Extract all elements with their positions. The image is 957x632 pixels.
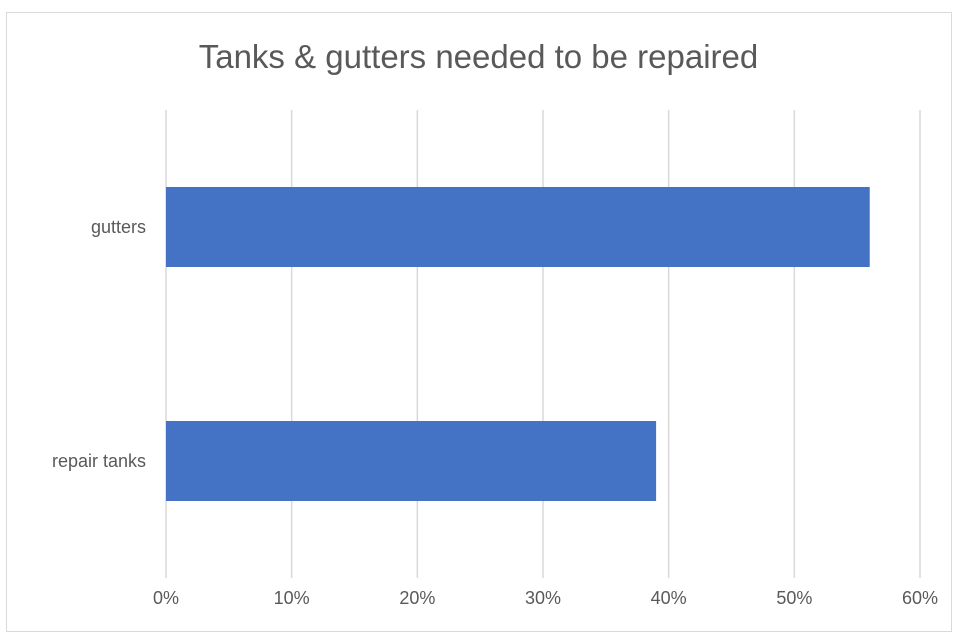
bar-gutters (166, 187, 870, 267)
x-tick-label: 20% (399, 588, 435, 608)
bar-repair-tanks (166, 421, 657, 501)
gridlines (165, 110, 921, 578)
x-tick-label: 40% (651, 588, 687, 608)
x-tick-label: 0% (153, 588, 179, 608)
category-label: gutters (91, 217, 146, 237)
bars (166, 187, 870, 501)
chart-title: Tanks & gutters needed to be repaired (198, 38, 759, 75)
x-tick-label: 50% (776, 588, 812, 608)
x-tick-label: 10% (274, 588, 310, 608)
x-tick-label: 60% (902, 588, 938, 608)
x-tick-labels: 0% 10% 20% 30% 40% 50% 60% (153, 588, 938, 608)
category-labels: gutters repair tanks (52, 217, 146, 471)
category-label: repair tanks (52, 451, 146, 471)
x-tick-label: 30% (525, 588, 561, 608)
bar-chart-plot: gutters repair tanks 0% 10% 20% 30% 40% 50% 60% (52, 110, 938, 608)
